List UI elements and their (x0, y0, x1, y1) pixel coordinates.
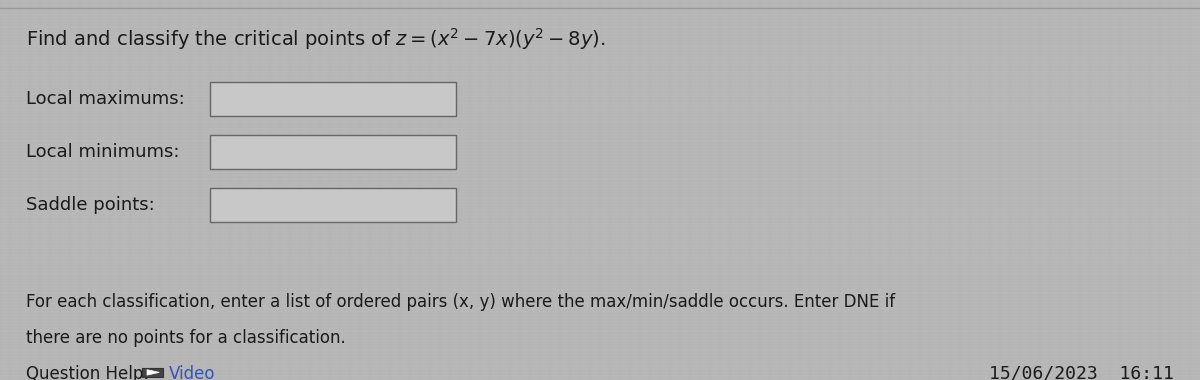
Text: there are no points for a classification.: there are no points for a classification… (26, 329, 346, 347)
FancyBboxPatch shape (210, 82, 456, 116)
Text: Saddle points:: Saddle points: (26, 196, 155, 214)
Polygon shape (148, 370, 160, 375)
FancyBboxPatch shape (210, 135, 456, 169)
Text: Video: Video (169, 365, 216, 380)
Text: For each classification, enter a list of ordered pairs (x, y) where the max/min/: For each classification, enter a list of… (26, 293, 895, 310)
Text: Find and classify the critical points of $z = (x^2 - 7x)(y^2 - 8y)$.: Find and classify the critical points of… (26, 27, 606, 52)
Text: Question Help:: Question Help: (26, 365, 150, 380)
Text: Local minimums:: Local minimums: (26, 143, 180, 161)
Text: 15/06/2023  16:11: 15/06/2023 16:11 (989, 365, 1174, 380)
FancyBboxPatch shape (210, 188, 456, 222)
FancyBboxPatch shape (142, 368, 163, 377)
Text: Local maximums:: Local maximums: (26, 90, 185, 108)
